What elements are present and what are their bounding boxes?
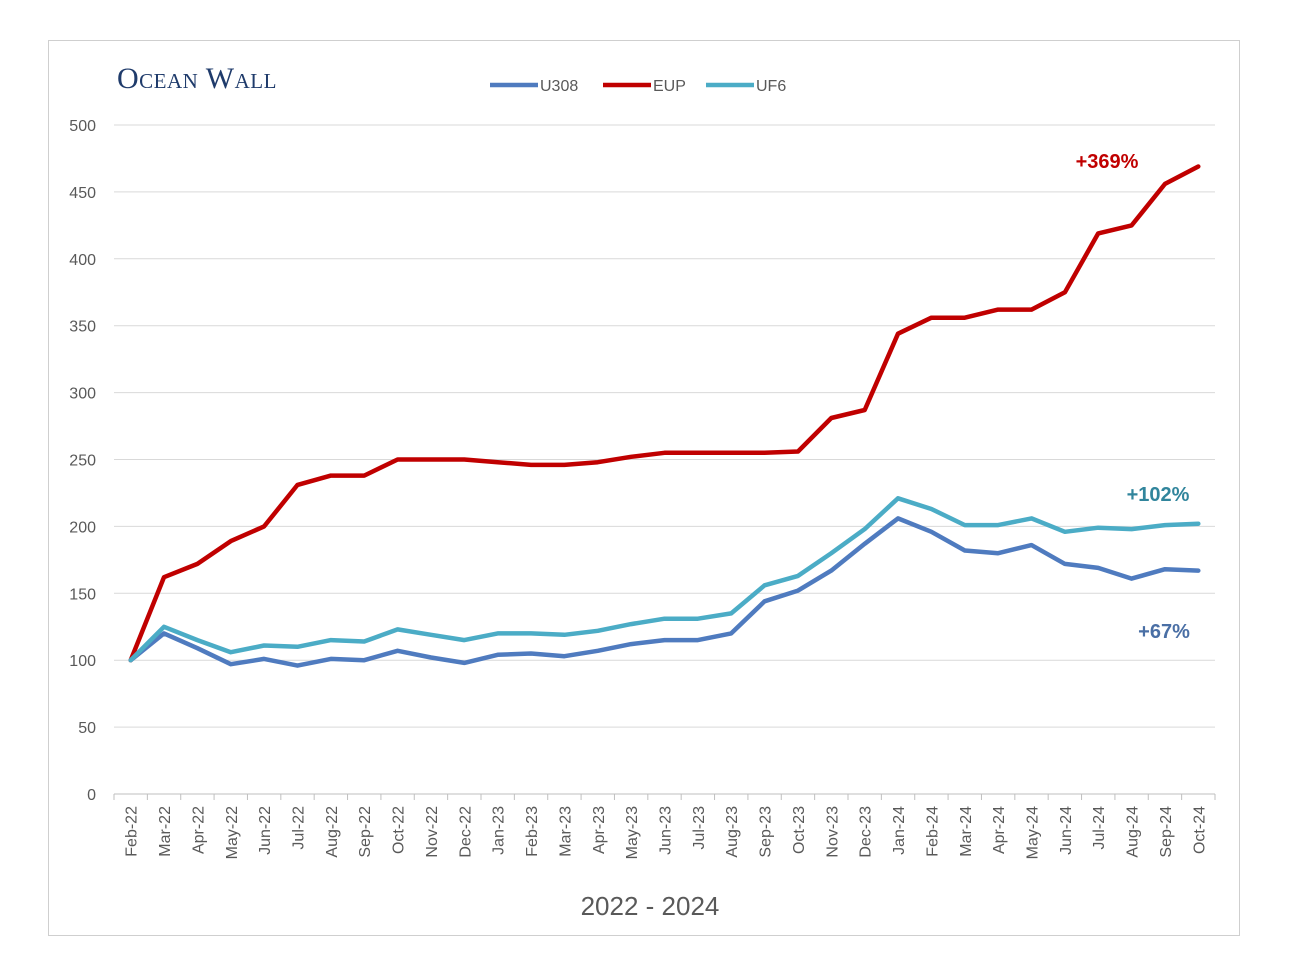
ocean-wall-logo: Ocean Wall: [117, 62, 277, 95]
x-tick-label: Jun-24: [1058, 806, 1075, 855]
x-tick-label: Feb-24: [924, 806, 941, 857]
x-tick-label: Sep-23: [758, 806, 775, 858]
x-tick-label: Aug-24: [1125, 806, 1142, 858]
y-tick-label: 250: [69, 453, 96, 470]
x-tick-label: Oct-23: [791, 806, 808, 854]
y-tick-label: 200: [69, 519, 96, 536]
series-line-u308: [128, 516, 1201, 668]
annotation-uf6: +102%: [1127, 484, 1190, 506]
y-tick-label: 50: [78, 720, 96, 737]
x-tick-label: Jul-23: [691, 806, 708, 850]
x-tick-label: Feb-22: [124, 806, 141, 857]
x-tick-label: Mar-23: [557, 806, 574, 857]
legend-label-uf6: UF6: [756, 78, 786, 95]
y-tick-label: 150: [69, 586, 96, 603]
y-tick-label: 400: [69, 252, 96, 269]
x-tick-label: Sep-24: [1158, 806, 1175, 858]
x-tick-label: Mar-24: [958, 806, 975, 857]
series-line-eup: [128, 164, 1201, 663]
x-tick-label: Sep-22: [357, 806, 374, 858]
y-tick-label: 100: [69, 653, 96, 670]
x-tick-label: Mar-22: [157, 806, 174, 857]
series-line-uf6: [128, 496, 1201, 663]
y-tick-label: 350: [69, 319, 96, 336]
x-tick-label: May-22: [224, 806, 241, 859]
legend-label-u308: U308: [540, 78, 578, 95]
x-tick-label: Dec-22: [457, 806, 474, 858]
y-tick-label: 500: [69, 118, 96, 135]
x-tick-label: Jan-24: [891, 806, 908, 855]
x-tick-label: Oct-24: [1191, 806, 1208, 854]
x-tick-label: Jun-23: [658, 806, 675, 855]
annotation-u308: +67%: [1138, 621, 1190, 643]
x-tick-label: Apr-24: [991, 806, 1008, 854]
x-tick-label: Jul-22: [291, 806, 308, 850]
x-tick-label: Apr-23: [591, 806, 608, 854]
y-tick-label: 300: [69, 386, 96, 403]
x-tick-label: Oct-22: [391, 806, 408, 854]
x-tick-label: Apr-22: [190, 806, 207, 854]
x-tick-label: Jan-23: [491, 806, 508, 855]
x-tick-label: Aug-22: [324, 806, 341, 858]
x-tick-label: Nov-22: [424, 806, 441, 858]
x-tick-label: Jun-22: [257, 806, 274, 855]
x-tick-label: Dec-23: [858, 806, 875, 858]
x-tick-label: May-24: [1025, 806, 1042, 859]
x-tick-label: Aug-23: [724, 806, 741, 858]
annotation-eup: +369%: [1076, 151, 1139, 173]
y-tick-label: 450: [69, 185, 96, 202]
x-tick-label: May-23: [624, 806, 641, 859]
x-tick-label: Nov-23: [824, 806, 841, 858]
x-tick-label: Jul-24: [1091, 806, 1108, 850]
chart-frame: [48, 40, 1240, 936]
y-tick-label: 0: [87, 787, 96, 804]
x-tick-label: Feb-23: [524, 806, 541, 857]
legend-label-eup: EUP: [653, 78, 686, 95]
x-axis-title: 2022 - 2024: [581, 891, 720, 921]
